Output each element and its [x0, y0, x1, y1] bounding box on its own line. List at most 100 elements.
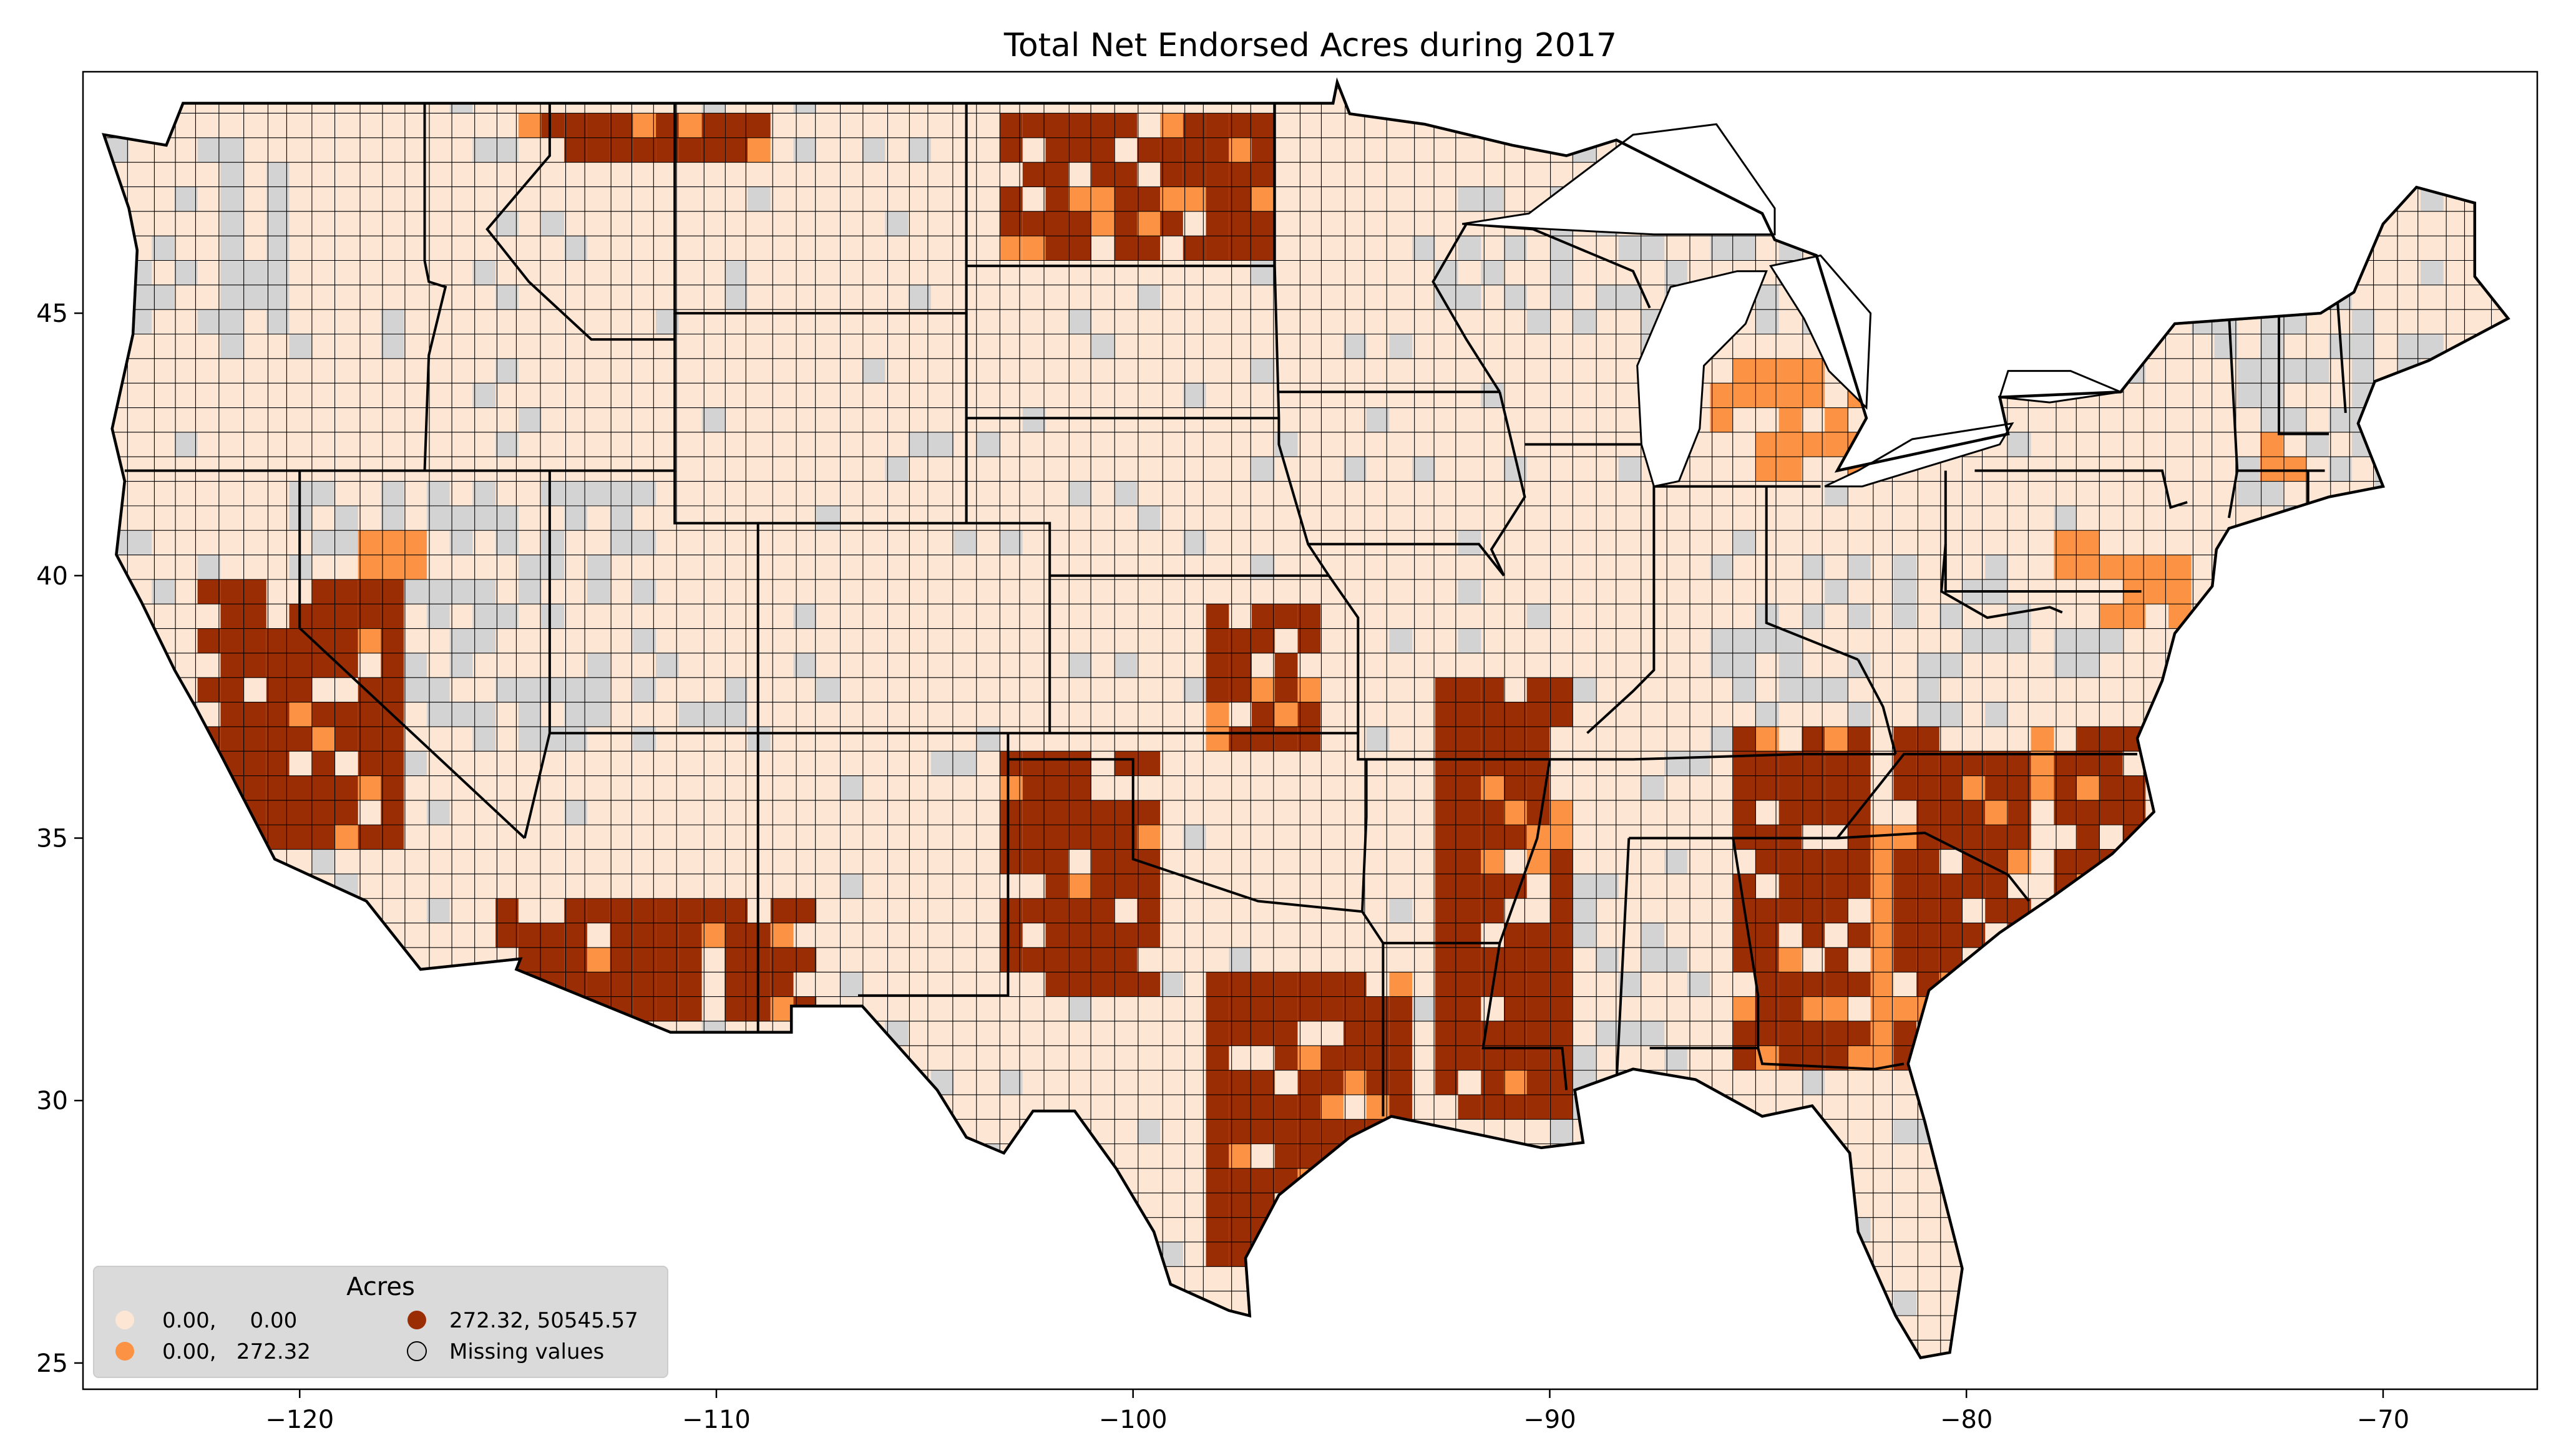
county-cell	[381, 555, 404, 580]
county-cell	[1481, 1095, 1504, 1120]
state-boundary	[758, 522, 1051, 734]
county-cell	[839, 873, 862, 899]
county-cell	[1137, 972, 1161, 997]
county-cell	[1939, 800, 1963, 825]
county-cell	[1160, 187, 1183, 211]
y-axis: 25 30 35 40 45	[36, 299, 83, 1378]
county-cell	[724, 996, 748, 1021]
county-cell	[541, 947, 565, 973]
county-cell	[1206, 1242, 1229, 1267]
county-cell	[1068, 972, 1091, 997]
county-cell	[220, 187, 244, 211]
county-cell	[358, 604, 381, 629]
county-cell	[358, 530, 381, 555]
county-cell	[1847, 1046, 1871, 1070]
county-cell	[266, 260, 290, 285]
county-cell	[1045, 751, 1069, 776]
county-cell	[1091, 113, 1115, 138]
county-cell	[2054, 555, 2077, 580]
legend-marker-missing	[407, 1341, 427, 1361]
county-cell	[770, 972, 794, 997]
county-cell	[1458, 873, 1481, 899]
county-cell	[1206, 137, 1229, 163]
county-cell	[1549, 947, 1573, 973]
county-cell	[1297, 972, 1321, 997]
county-cell	[1343, 972, 1367, 997]
county-cell	[1435, 873, 1458, 899]
county-cell	[518, 677, 542, 702]
county-cell	[1343, 996, 1367, 1021]
county-cell	[1435, 677, 1458, 702]
county-cell	[472, 604, 495, 629]
county-cell	[678, 947, 702, 973]
county-cell	[2008, 800, 2031, 825]
county-cell	[1412, 996, 1435, 1021]
county-cell	[1893, 898, 1916, 923]
county-cell	[1802, 775, 1825, 800]
county-cell	[1458, 236, 1481, 261]
county-cell	[1091, 187, 1115, 211]
county-cell	[1206, 628, 1229, 653]
county-cell	[1526, 800, 1550, 825]
county-cell	[1252, 726, 1275, 752]
county-cell	[1389, 1021, 1413, 1046]
county-cell	[381, 751, 404, 776]
county-cell	[1802, 849, 1825, 874]
county-cell	[1481, 187, 1504, 211]
county-cell	[1802, 923, 1825, 948]
county-cell	[220, 309, 244, 334]
county-cell	[1229, 137, 1252, 163]
county-cell	[1252, 1168, 1275, 1193]
county-cell	[1733, 775, 1756, 800]
county-cell	[1297, 628, 1321, 653]
county-cell	[1825, 579, 1848, 604]
county-cell	[2329, 407, 2352, 432]
county-cell	[1733, 996, 1756, 1021]
county-cell	[1183, 530, 1206, 555]
county-cell	[1756, 628, 1779, 653]
county-cell	[358, 751, 381, 776]
county-cell	[266, 775, 290, 800]
county-cell	[1526, 604, 1550, 629]
state-boundary	[1974, 469, 2188, 509]
county-cell	[2214, 334, 2238, 359]
county-cell	[1183, 187, 1206, 211]
county-cell	[724, 898, 748, 923]
x-tick-label: −110	[682, 1405, 751, 1434]
county-cell	[1068, 211, 1091, 236]
county-cell	[610, 947, 633, 973]
county-cell	[1549, 677, 1573, 702]
county-cell	[1756, 702, 1779, 727]
county-cell	[2077, 628, 2100, 653]
county-cell	[541, 481, 565, 506]
county-cell	[426, 579, 450, 604]
county-cell	[1435, 947, 1458, 973]
county-cell	[2351, 334, 2375, 359]
county-cell	[1939, 604, 1963, 629]
county-cell	[266, 677, 290, 702]
county-cell	[1549, 236, 1573, 261]
county-cell	[1641, 923, 1665, 948]
county-cell	[1893, 726, 1916, 752]
county-cell	[1068, 137, 1091, 163]
county-cell	[1504, 825, 1527, 850]
county-cell	[610, 972, 633, 997]
county-cell	[587, 972, 610, 997]
county-cell	[1252, 628, 1275, 653]
county-cell	[266, 825, 290, 850]
county-cell	[518, 407, 542, 432]
county-cell	[1893, 604, 1916, 629]
county-cell	[495, 505, 519, 531]
county-cell	[1847, 775, 1871, 800]
county-cell	[1229, 236, 1252, 261]
county-cell	[289, 677, 313, 702]
county-cell	[1297, 1070, 1321, 1095]
county-cell	[1687, 972, 1710, 997]
county-cell	[1962, 825, 1986, 850]
county-cell	[1710, 383, 1734, 408]
county-cell	[1114, 236, 1138, 261]
county-cell	[449, 530, 473, 555]
county-cell	[243, 579, 266, 604]
county-cell	[1641, 947, 1665, 973]
county-cell	[1389, 1070, 1413, 1095]
